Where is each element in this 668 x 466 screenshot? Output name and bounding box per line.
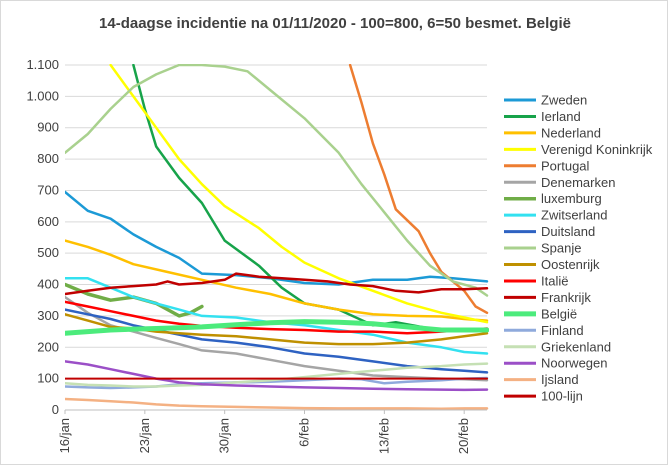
legend-label: België [541,306,577,321]
legend-label: Spanje [541,241,581,256]
legend-label: Denemarken [541,175,615,190]
series-line-finland [65,376,489,390]
series-line-ijsland [65,397,489,410]
y-tick-label: 0 [52,402,59,417]
series-line-portugal [348,64,489,315]
chart-title: 14-daagse incidentie na 01/11/2020 - 100… [99,15,571,32]
legend-label: Finland [541,323,584,338]
legend-label: Ierland [541,109,581,124]
y-tick-label: 400 [37,277,59,292]
legend-label: Zweden [541,93,587,108]
x-tick-label: 30/jan [217,418,232,453]
series-line-noorwegen [65,360,489,392]
series-line-belgi- [65,319,489,336]
series-line-itali- [65,300,489,335]
series-lines [65,64,489,410]
legend-label: Verenigd Koninkrijk [541,142,653,157]
y-tick-label: 500 [37,245,59,260]
series-line-griekenland [65,362,489,388]
y-tick-label: 1.000 [26,88,59,103]
y-tick-label: 200 [37,339,59,354]
series-line-nederland [65,239,489,322]
x-tick-label: 16/jan [57,418,72,453]
axes: 0 100 200 300 400 500 600 700 800 900 1.000 1.100 16… [26,57,487,454]
y-tick-label: 300 [37,308,59,323]
series-line-zwitserland [65,277,489,355]
legend-label: Duitsland [541,224,595,239]
legend-label: Italië [541,273,568,288]
y-tick-label: 900 [37,120,59,135]
series-line-frankrijk [65,272,489,296]
y-tick-label: 1.100 [26,57,59,72]
series-line-verenigd-koninkrijk [109,64,489,324]
legend-label: Zwitserland [541,208,607,223]
legend-label: Noorwegen [541,356,608,371]
y-tick-label: 700 [37,182,59,197]
x-tick-label: 23/jan [137,418,152,453]
y-tick-label: 100 [37,371,59,386]
x-tick-label: 20/feb [456,418,471,454]
legend-label: Oostenrijk [541,257,600,272]
series-line-spanje [65,64,489,297]
y-tick-label: 800 [37,151,59,166]
legend-label: Nederland [541,125,601,140]
gridlines [65,64,487,411]
x-tick-label: 6/feb [297,418,312,447]
legend-label: Griekenland [541,339,611,354]
x-tick-label: 13/feb [376,418,391,454]
legend-label: luxemburg [541,191,602,206]
legend-label: Ijsland [541,372,579,387]
legend-label: Frankrijk [541,290,591,305]
legend-label: Portugal [541,158,590,173]
y-tick-label: 600 [37,214,59,229]
legend-label: 100-lijn [541,389,583,404]
series-line-zweden [65,190,489,286]
